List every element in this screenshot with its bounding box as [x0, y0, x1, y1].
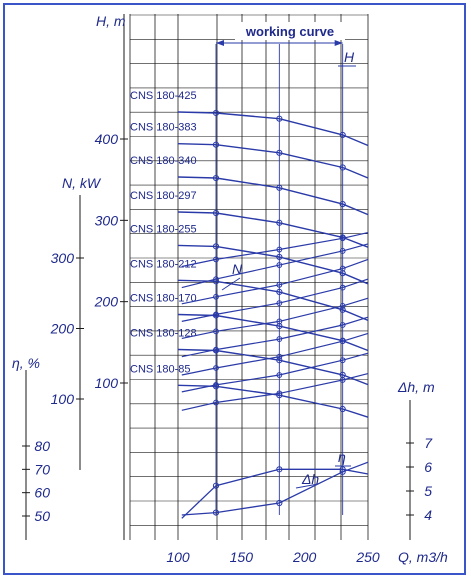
dh-tick-label-3: 7 — [424, 435, 433, 451]
working-range-arrow-right — [334, 40, 343, 46]
x-tick-label-0: 100 — [166, 549, 190, 565]
head-curve-label-7: CNS 180-128 — [130, 327, 197, 339]
h-tick-label-1: 200 — [94, 294, 119, 310]
n-tick-label-2: 300 — [51, 250, 75, 266]
n-axis-label: N, kW — [62, 175, 102, 191]
head-curve-8 — [177, 384, 369, 418]
eta-tick-label-0: 50 — [34, 508, 50, 524]
eta-tick-label-2: 70 — [34, 461, 50, 477]
chart-frame — [3, 3, 466, 575]
annotation-n-leader — [221, 277, 241, 291]
h-tick-label-3: 400 — [95, 131, 119, 147]
head-curve-3 — [177, 211, 369, 248]
head-curve-label-8: CNS 180-85 — [130, 363, 191, 375]
dh-axis-label: Δh, m — [397, 379, 435, 395]
x-tick-label-2: 200 — [292, 549, 317, 565]
eta-tick-label-3: 80 — [34, 438, 50, 454]
dh-tick-label-2: 6 — [424, 459, 432, 475]
annotation-dh-leader — [295, 483, 319, 489]
dh-tick-label-0: 4 — [424, 507, 432, 523]
n-tick-label-0: 100 — [51, 391, 75, 407]
n-tick-label-1: 200 — [50, 321, 75, 337]
power-curve-5 — [181, 316, 369, 358]
title-bg — [235, 22, 345, 40]
h-axis-label: H, m — [96, 13, 126, 29]
annotation-h: H — [344, 49, 355, 65]
head-curve-6 — [177, 313, 369, 352]
head-curve-2 — [177, 176, 369, 216]
chart-title: working curve — [245, 24, 334, 39]
h-tick-label-0: 100 — [95, 375, 119, 391]
head-curve-label-3: CNS 180-297 — [130, 190, 197, 202]
eta-axis-label: η, % — [12, 355, 40, 371]
head-curve-label-0: CNS 180-425 — [130, 90, 197, 102]
eta-tick-label-1: 60 — [34, 485, 50, 501]
head-curve-label-6: CNS 180-170 — [130, 292, 197, 304]
head-curve-label-4: CNS 180-255 — [130, 223, 197, 235]
annotation-dh: Δh — [301, 471, 319, 487]
annotation-n: N — [232, 261, 243, 277]
x-tick-label-1: 150 — [230, 549, 254, 565]
h-tick-label-2: 300 — [95, 212, 119, 228]
x-tick-label-3: 250 — [355, 549, 380, 565]
x-axis-label: Q, m3/h — [398, 549, 448, 565]
working-range-arrow-left — [216, 40, 224, 46]
head-curve-label-5: CNS 180-212 — [130, 258, 197, 270]
head-curve-0 — [177, 111, 369, 147]
head-curve-label-1: CNS 180-383 — [130, 122, 197, 134]
head-curve-label-2: CNS 180-340 — [130, 155, 197, 167]
dh-tick-label-1: 5 — [424, 483, 432, 499]
annotation-eta: η — [338, 449, 346, 465]
